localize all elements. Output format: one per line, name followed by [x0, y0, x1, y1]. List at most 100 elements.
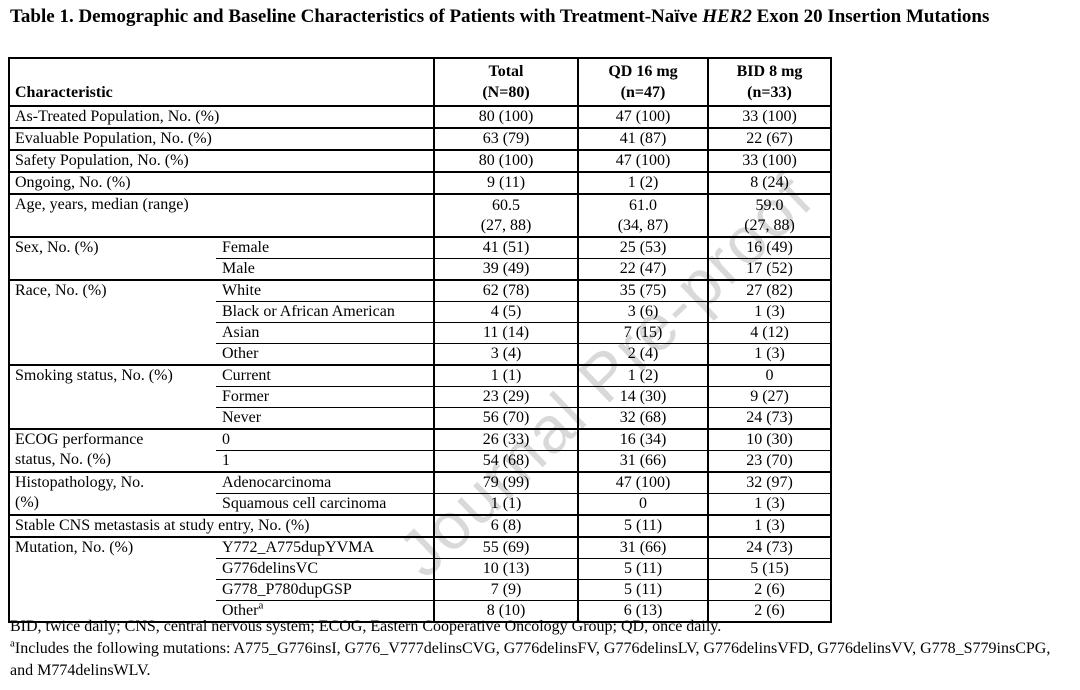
cell-value: 4 (5) [433, 301, 579, 323]
cell-value: 16 (49) [707, 236, 832, 259]
sub-label: Other [216, 343, 435, 365]
table-title-suffix: Exon 20 Insertion Mutations [751, 6, 990, 27]
column-header-characteristic: Characteristic [15, 84, 113, 101]
cell-value: 80 (100) [433, 149, 579, 172]
sub-label: G778_P780dupGSP [216, 579, 435, 601]
sub-label: Former [216, 386, 435, 408]
cell-value: 59.0 (27, 88) [707, 193, 832, 237]
row-label: Evaluable Population, No. (%) [9, 127, 435, 150]
cell-value: 63 (79) [433, 127, 579, 150]
group-label-race: Race, No. (%) [9, 279, 216, 365]
cell-value: 7 (9) [433, 579, 579, 601]
header-line-1: BID 8 mg [736, 63, 803, 80]
cell-value: 22 (67) [707, 127, 832, 150]
row-label: Age, years, median (range) [9, 193, 435, 237]
sub-label: Adenocarcinoma [216, 471, 435, 494]
sub-label: Asian [216, 322, 435, 344]
cell-value: 62 (78) [433, 279, 579, 302]
table-row-mutation-other: Othera 8 (10) 6 (13) 2 (6) [9, 600, 832, 622]
cell-value: 0 [577, 493, 709, 515]
cell-value: 4 (12) [707, 322, 832, 344]
cell-value: 9 (27) [707, 386, 832, 408]
cell-value: 31 (66) [577, 536, 709, 559]
sub-label: Never [216, 407, 435, 429]
cell-value: 17 (52) [707, 258, 832, 280]
footnote-a: aIncludes the following mutations: A775_… [10, 638, 1072, 682]
cell-value: 60.5 (27, 88) [433, 193, 579, 237]
cell-value: 32 (68) [577, 407, 709, 429]
column-header-qd16: QD 16 mg (n=47) [577, 58, 709, 106]
cell-value: 10 (30) [707, 428, 832, 451]
footnote-a-marker: a [10, 637, 15, 650]
cell-value: 1 (3) [707, 343, 832, 365]
cell-value: 61.0 (34, 87) [577, 193, 709, 237]
cell-value: 1 (1) [433, 493, 579, 515]
table-row-sex-male: Male 39 (49) 22 (47) 17 (52) [9, 258, 832, 280]
group-label-sex: Sex, No. (%) [9, 236, 216, 280]
table-row-ecog-1: 1 54 (68) 31 (66) 23 (70) [9, 450, 832, 472]
cell-value: 79 (99) [433, 471, 579, 494]
cell-value: 47 (100) [577, 105, 709, 128]
header-line-2: (n=47) [620, 84, 666, 101]
cell-value: 8 (24) [707, 171, 832, 194]
sub-label: White [216, 279, 435, 302]
table-row-cns: Stable CNS metastasis at study entry, No… [9, 514, 832, 537]
sub-label: Black or African American [216, 301, 435, 323]
sub-label-text: Other [222, 602, 259, 619]
table-title-prefix: Table 1. Demographic and Baseline Charac… [10, 6, 703, 27]
cell-value: 31 (66) [577, 450, 709, 472]
cell-value: 5 (11) [577, 558, 709, 580]
table-row-histo-adeno: Histopathology, No. (%) Adenocarcinoma 7… [9, 471, 832, 515]
cell-value: 26 (33) [433, 428, 579, 451]
header-row: Characteristic Total (N=80) QD 16 mg (n=47… [9, 58, 832, 106]
table-row-as-treated: As-Treated Population, No. (%) 80 (100) … [9, 105, 832, 128]
cell-value: 1 (2) [577, 171, 709, 194]
group-label-histopathology: Histopathology, No. (%) [9, 471, 216, 515]
header-line-2: (n=33) [747, 84, 792, 101]
footnote-marker: a [258, 600, 264, 612]
age-median: 59.0 [755, 196, 784, 214]
cell-value: 1 (3) [707, 301, 832, 323]
cell-value: 39 (49) [433, 258, 579, 280]
table-row-ongoing: Ongoing, No. (%) 9 (11) 1 (2) 8 (24) [9, 171, 832, 194]
column-header-bid8: BID 8 mg (n=33) [707, 58, 832, 106]
table-row-mutation-gsp: G778_P780dupGSP 7 (9) 5 (11) 2 (6) [9, 579, 832, 601]
cell-value: 2 (6) [707, 579, 832, 601]
table-row-ecog-0: ECOG performance status, No. (%) 0 26 (3… [9, 428, 832, 472]
age-range: (34, 87) [617, 216, 669, 234]
table-title: Table 1. Demographic and Baseline Charac… [10, 6, 989, 28]
sub-label: Y772_A775dupYVMA [216, 536, 435, 559]
footnote-a-text: Includes the following mutations: A775_G… [10, 640, 1051, 679]
header-line-2: (N=80) [482, 84, 530, 101]
cell-value: 32 (97) [707, 471, 832, 494]
data-table: Characteristic Total (N=80) QD 16 mg (n=47… [8, 57, 833, 623]
cell-value: 35 (75) [577, 279, 709, 302]
table-row-safety: Safety Population, No. (%) 80 (100) 47 (… [9, 149, 832, 172]
cell-value: 1 (3) [707, 493, 832, 515]
sub-label: Othera [216, 600, 435, 622]
group-label-smoking: Smoking status, No. (%) [9, 364, 216, 429]
age-median: 61.0 [629, 196, 658, 214]
cell-value: 80 (100) [433, 105, 579, 128]
age-range: (27, 88) [480, 216, 532, 234]
table-row-histo-squamous: Squamous cell carcinoma 1 (1) 0 1 (3) [9, 493, 832, 515]
sub-label: Female [216, 236, 435, 259]
cell-value: 8 (10) [433, 600, 579, 622]
cell-value: 3 (6) [577, 301, 709, 323]
cell-value: 1 (1) [433, 364, 579, 387]
table-row-race-black: Black or African American 4 (5) 3 (6) 1 … [9, 301, 832, 323]
cell-value: 14 (30) [577, 386, 709, 408]
header-line-1: Total [488, 63, 524, 80]
cell-value: 41 (87) [577, 127, 709, 150]
sub-label: 0 [216, 428, 435, 451]
table-row-race-asian: Asian 11 (14) 7 (15) 4 (12) [9, 322, 832, 344]
group-label-ecog: ECOG performance status, No. (%) [9, 428, 216, 472]
table-row-evaluable: Evaluable Population, No. (%) 63 (79) 41… [9, 127, 832, 150]
cell-value: 27 (82) [707, 279, 832, 302]
sub-label: G776delinsVC [216, 558, 435, 580]
cell-value: 9 (11) [433, 171, 579, 194]
cell-value: 47 (100) [577, 471, 709, 494]
cell-value: 24 (73) [707, 536, 832, 559]
cell-value: 10 (13) [433, 558, 579, 580]
